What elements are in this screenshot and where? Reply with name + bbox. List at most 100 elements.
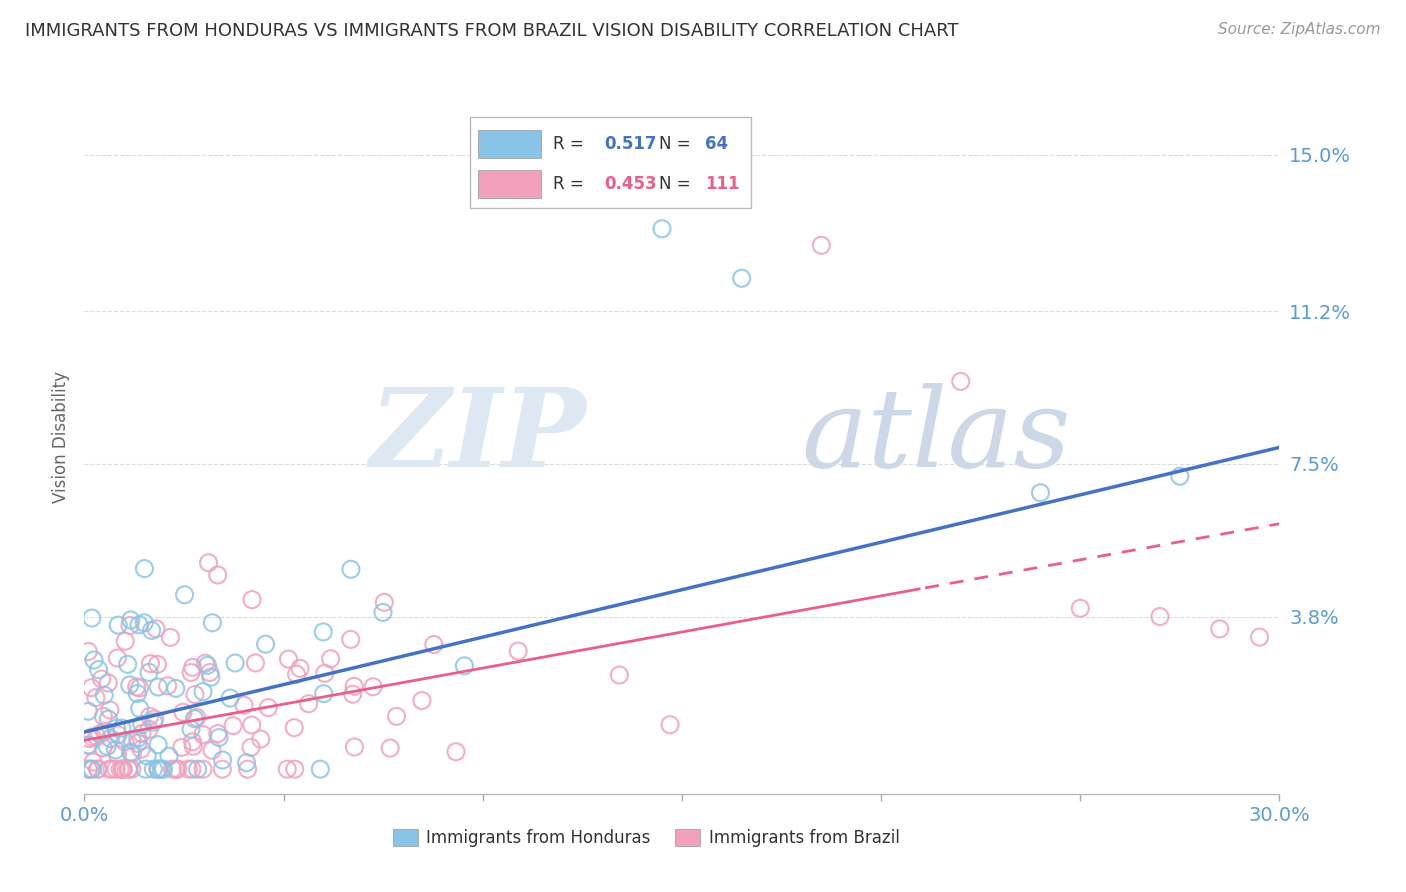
Point <box>80 730 103 744</box>
Point <box>98 762 121 776</box>
Point <box>162 762 184 776</box>
Point <box>191 727 214 741</box>
Point <box>183 712 205 726</box>
Point <box>249 732 271 747</box>
Point <box>423 638 446 652</box>
Point <box>141 624 163 638</box>
Point <box>104 743 127 757</box>
Point <box>117 657 139 672</box>
Point <box>1168 469 1191 483</box>
Point <box>77 738 100 752</box>
Point <box>283 721 305 735</box>
Point <box>138 665 160 680</box>
Point <box>83 653 105 667</box>
Point <box>284 762 307 776</box>
Point <box>146 657 169 672</box>
Point <box>77 731 100 746</box>
Point <box>240 592 263 607</box>
Point <box>191 684 214 698</box>
Point <box>342 687 364 701</box>
Point <box>181 762 204 776</box>
Legend: Immigrants from Honduras, Immigrants from Brazil: Immigrants from Honduras, Immigrants fro… <box>385 822 907 854</box>
Point <box>339 632 361 647</box>
Point <box>77 704 100 718</box>
Point <box>180 665 202 680</box>
Text: IMMIGRANTS FROM HONDURAS VS IMMIGRANTS FROM BRAZIL VISION DISABILITY CORRELATION: IMMIGRANTS FROM HONDURAS VS IMMIGRANTS F… <box>25 22 959 40</box>
Y-axis label: Vision Disability: Vision Disability <box>52 371 70 503</box>
Point <box>200 670 222 684</box>
Point <box>609 668 631 682</box>
Point <box>101 762 124 776</box>
Point <box>949 375 972 389</box>
Point <box>121 746 143 760</box>
Point <box>240 740 263 755</box>
Point <box>187 762 209 776</box>
Point <box>90 672 112 686</box>
Point <box>82 762 104 776</box>
Point <box>285 667 308 681</box>
Point <box>312 687 335 701</box>
Point <box>181 735 204 749</box>
Point <box>184 688 207 702</box>
Point <box>1029 485 1052 500</box>
Point <box>121 733 143 747</box>
Point <box>80 611 103 625</box>
Point <box>373 595 395 609</box>
Point <box>288 661 311 675</box>
Point <box>118 762 141 776</box>
Point <box>146 680 169 694</box>
Point <box>107 728 129 742</box>
Point <box>131 717 153 731</box>
Point <box>343 679 366 693</box>
Point <box>142 715 165 730</box>
Point <box>444 745 467 759</box>
Point <box>245 656 267 670</box>
Point <box>208 731 231 745</box>
Point <box>371 606 394 620</box>
Point <box>100 731 122 746</box>
Point <box>148 762 170 776</box>
Point <box>127 687 149 701</box>
Text: atlas: atlas <box>801 384 1071 491</box>
Point <box>180 722 202 736</box>
Point <box>240 718 263 732</box>
Point <box>120 613 142 627</box>
Point <box>159 631 181 645</box>
Point <box>146 738 169 752</box>
Text: Source: ZipAtlas.com: Source: ZipAtlas.com <box>1218 22 1381 37</box>
Point <box>111 762 134 776</box>
Point <box>105 762 128 776</box>
Point <box>118 678 141 692</box>
Point <box>80 681 103 695</box>
Point <box>731 271 754 285</box>
Point <box>1069 601 1091 615</box>
Point <box>145 622 167 636</box>
Point <box>135 762 157 776</box>
Point <box>165 681 187 696</box>
Point <box>166 762 188 776</box>
Point <box>173 588 195 602</box>
Point <box>183 739 205 754</box>
Point <box>343 739 366 754</box>
Point <box>236 762 259 776</box>
Point <box>138 709 160 723</box>
Point <box>89 727 111 741</box>
Point <box>97 712 120 726</box>
Point <box>319 652 342 666</box>
Point <box>508 644 530 658</box>
Point <box>219 691 242 706</box>
Point <box>128 617 150 632</box>
Point <box>77 738 100 752</box>
Point <box>191 762 214 776</box>
Point <box>309 762 332 776</box>
Point <box>87 663 110 677</box>
Point <box>411 693 433 707</box>
Point <box>134 615 156 630</box>
Point <box>96 739 118 754</box>
Point <box>659 717 682 731</box>
Point <box>201 615 224 630</box>
Point <box>98 703 121 717</box>
Point <box>111 762 134 776</box>
Point <box>125 680 148 694</box>
Point <box>156 679 179 693</box>
